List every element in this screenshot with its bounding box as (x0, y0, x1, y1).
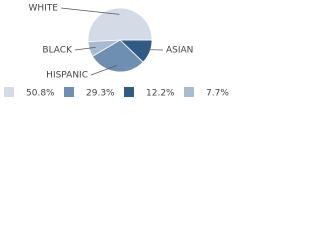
slice-label: ASIAN (166, 46, 193, 56)
legend-label: 12.2% (146, 89, 175, 99)
leader-line (74, 47, 96, 51)
legend-label: 7.7% (206, 89, 229, 99)
slice-label: BLACK (42, 46, 73, 56)
leader-line (90, 65, 118, 76)
legend-swatch (184, 87, 194, 97)
legend-label: 29.3% (86, 89, 115, 99)
leader-line (60, 7, 120, 15)
pie-slice (91, 39, 144, 73)
legend-label: 50.8% (26, 89, 55, 99)
slice-label: HISPANIC (46, 71, 88, 81)
legend-swatch (64, 87, 74, 97)
pie-slice (87, 7, 153, 43)
slice-label: WHITE (28, 4, 58, 14)
chart: ASIAN HISPANIC BLACK WHITE 50.8% 29.3% 12.2% 7.… (4, 4, 229, 99)
legend-swatch (4, 87, 14, 97)
legend-swatch (124, 87, 134, 97)
